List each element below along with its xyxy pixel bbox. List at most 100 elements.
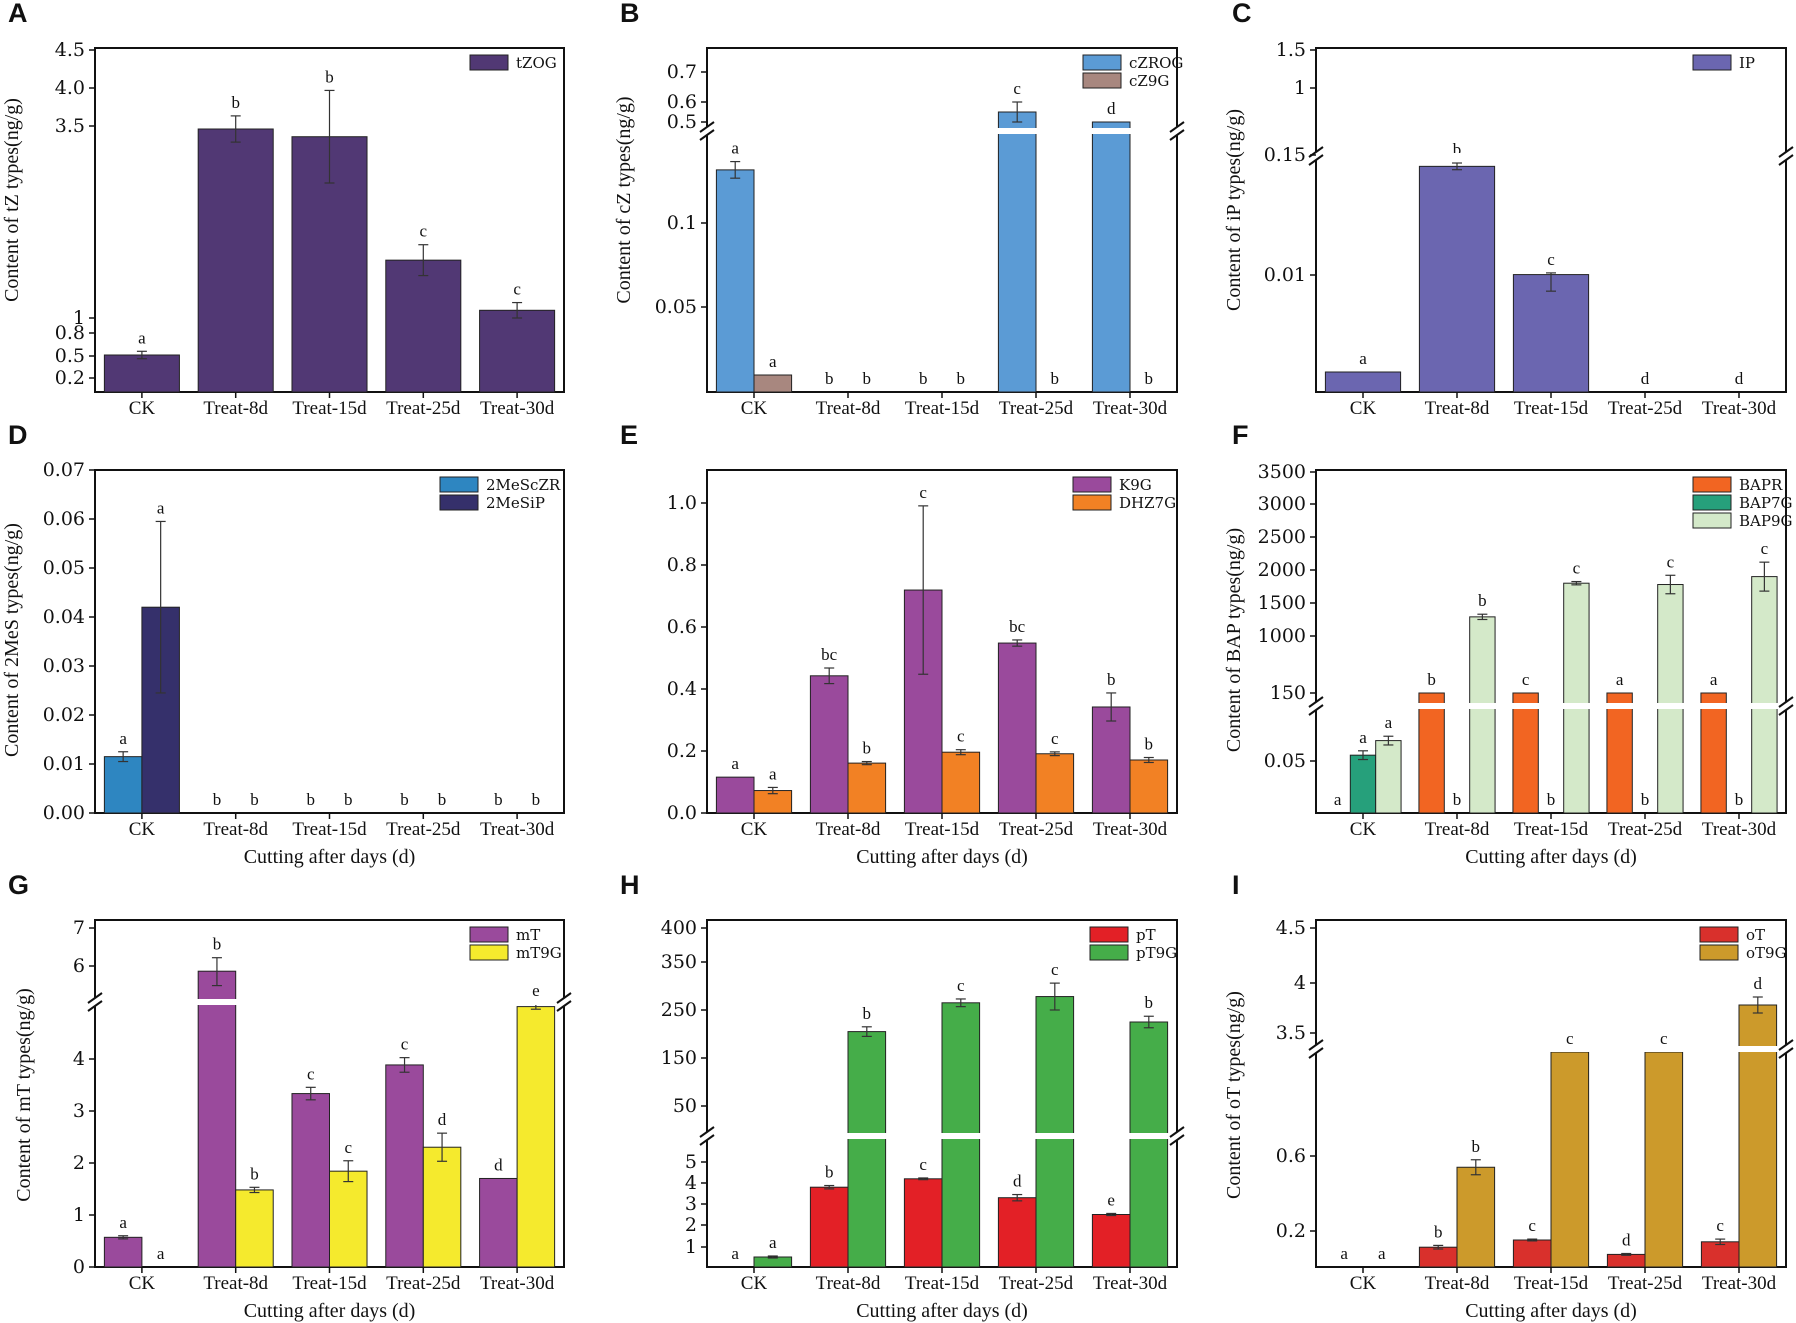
y-tick-label: 0.6 [1276,1145,1306,1167]
significance-letter: a [731,139,739,158]
bar-a-tzog-3 [385,259,462,393]
significance-letter: b [213,790,222,809]
significance-letter: a [1340,1244,1348,1263]
x-tick-label: Treat-8d [203,819,268,840]
significance-letter: b [1453,790,1462,809]
y-tick-label: 0.2 [55,367,85,389]
y-axis-label: Content of mT types(ng/g) [13,988,35,1202]
bar-e-k9g-1 [809,675,849,814]
bar-f-bap9g-1 [1469,616,1496,814]
x-tick-label: Treat-15d [292,819,367,840]
axis-break-mask [1171,127,1183,135]
axis-break-mask [1310,152,1322,160]
y-axis-label: Content of oT types(ng/g) [1223,991,1245,1199]
legend-swatch [469,944,509,961]
y-tick-label: 0.6 [667,616,697,638]
x-tick-label: Treat-25d [999,1273,1074,1294]
bar-g-mt-2 [291,1093,331,1268]
legend-label: 2MeScZR [486,476,561,494]
y-tick-label: 1000 [1258,625,1306,647]
significance-letter: b [400,790,409,809]
significance-letter: c [1761,539,1769,558]
x-tick-label: CK [129,398,156,419]
bar-e-dhz7g-3 [1035,753,1075,814]
bar-i-ot-1 [1418,1246,1458,1268]
y-tick-label: 0.04 [43,606,85,628]
bar-a-tzog-4 [479,309,556,393]
axis-break-mask [1780,1045,1792,1053]
bar-i-ot-3 [1606,1253,1646,1268]
x-tick-label: Treat-15d [1514,1273,1589,1294]
y-tick-label: 0.05 [655,296,697,318]
axis-break-slash [699,1134,715,1146]
bar-e-dhz7g-4 [1129,759,1169,814]
y-tick-label: 50 [673,1095,697,1117]
x-tick-label: CK [741,398,768,419]
significance-letter: b [863,739,872,758]
x-tick-label: Treat-8d [1425,398,1490,419]
bar-g-mt9g-4 [516,1006,556,1268]
y-tick-label: 5 [685,1151,697,1173]
legend-label: cZ9G [1129,72,1169,90]
panel-letter: I [1232,870,1240,900]
axis-break-slash [1778,1047,1794,1059]
significance-letter: b [250,790,259,809]
y-tick-label: 0.2 [667,740,697,762]
significance-letter: e [532,981,540,1000]
axis-break-gap [708,128,1176,134]
significance-letter: c [1660,1029,1668,1048]
legend-label: 2MeSiP [486,494,545,512]
x-tick-label: Treat-30d [480,1273,555,1294]
legend-swatch [1692,54,1732,71]
legend-swatch [1692,494,1732,511]
x-tick-label: Treat-8d [203,398,268,419]
bar-f-bapr-4 [1700,692,1727,814]
legend-swatch [469,54,509,71]
bar-h-pt9g-3 [1035,996,1075,1268]
legend-swatch [1692,476,1732,493]
bar-g-mt-3 [385,1064,424,1268]
significance-letter: c [1667,552,1675,571]
legend-label: K9G [1119,476,1152,494]
legend-label: IP [1739,54,1755,72]
panel-letter: A [8,0,28,28]
axis-break-slash [556,1000,572,1012]
legend-swatch [469,926,509,943]
significance-letter: a [1710,670,1718,689]
bar-h-pt-1 [809,1186,849,1268]
axis-break-slash [1308,154,1324,166]
y-tick-label: 2500 [1258,526,1306,548]
significance-letter: b [1051,369,1060,388]
x-tick-label: Treat-25d [386,398,461,419]
bar-g-mt-4 [479,1177,518,1268]
axis-break-mask [701,1132,713,1140]
panel-letter: C [1232,0,1252,28]
bar-a-tzog-1 [197,128,274,393]
axis-break-slash [1308,1039,1324,1051]
legend-label: BAP7G [1739,494,1792,512]
y-tick-label: 0.8 [55,322,85,344]
x-tick-label: Treat-30d [1093,1273,1168,1294]
y-tick-label: 0.0 [667,802,697,824]
x-tick-label: Treat-8d [1425,819,1490,840]
significance-letter: d [494,1155,503,1174]
significance-letter: b [1427,670,1436,689]
bar-c-ip-0 [1324,371,1402,393]
bar-f-bapr-2 [1512,692,1539,814]
x-tick-label: CK [129,1273,156,1294]
bar-f-bap9g-4 [1751,576,1778,814]
panel-letter: B [620,0,640,28]
y-tick-label: 3000 [1258,493,1306,515]
x-axis-label: Cutting after days (d) [244,846,416,868]
y-tick-label: 1 [73,1204,85,1226]
significance-letter: a [1334,790,1342,809]
significance-letter: d [1754,974,1763,993]
axis-break-slash [1778,704,1794,716]
bar-b-cz9g-0 [753,374,793,393]
bar-e-k9g-3 [997,642,1037,814]
y-tick-label: 150 [661,1047,697,1069]
x-tick-label: Treat-15d [905,1273,980,1294]
